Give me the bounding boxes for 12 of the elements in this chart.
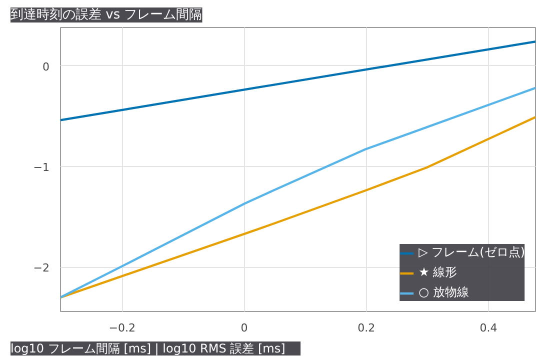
legend-label: ★ 線形	[418, 264, 458, 281]
text: log10 フレーム間隔 [ms] | log10 RMS 誤差 [ms]	[10, 342, 286, 356]
x-tick-label: 0.2	[358, 322, 376, 334]
legend-label: ○ 放物線	[418, 284, 469, 301]
y-tick-label: −2	[33, 262, 50, 275]
legend-label: ▷ フレーム(ゼロ点)	[418, 244, 525, 261]
x-tick-label: −0.2	[108, 322, 136, 334]
y-tick-label: −1	[33, 160, 50, 174]
x-tick-label: 0.4	[480, 322, 498, 334]
y-tick-label: 0	[42, 60, 50, 74]
chart-title: 到達時刻の誤差 vs フレーム間隔	[10, 8, 202, 22]
x-tick-label: 0	[240, 322, 248, 334]
